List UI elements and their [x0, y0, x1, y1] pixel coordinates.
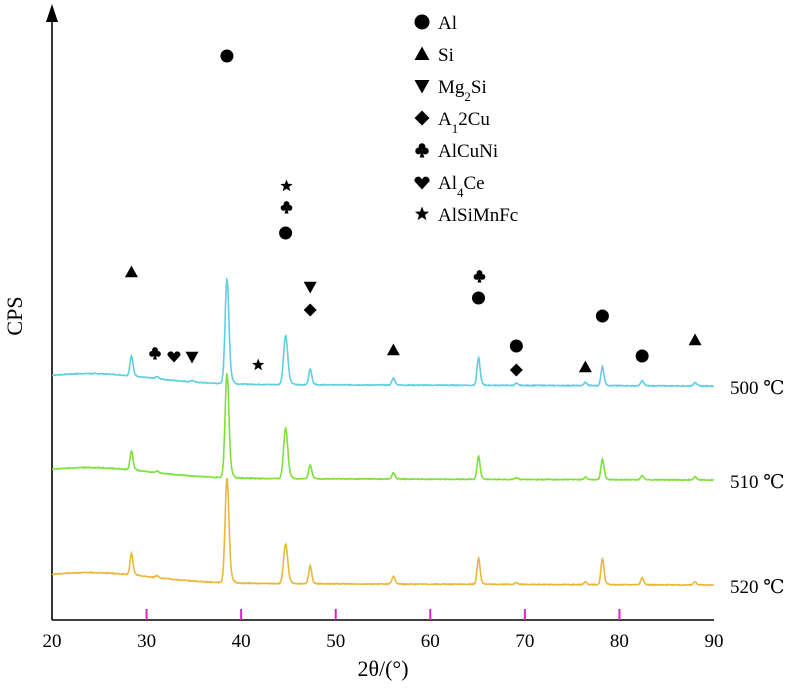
circle-icon — [509, 339, 523, 353]
legend-item: AlSiMnFc — [414, 205, 518, 226]
triangle-down-icon — [185, 351, 199, 364]
heart-icon — [167, 351, 181, 363]
triangle-down-icon — [414, 80, 430, 94]
circle-icon — [414, 14, 430, 30]
triangle-up-icon — [124, 265, 138, 278]
legend-item: Si — [414, 45, 454, 66]
x-tick-label: 20 — [43, 631, 62, 652]
star-icon — [252, 358, 265, 371]
x-tick-label: 30 — [137, 631, 156, 652]
axes: CPS 2θ/(°) — [2, 4, 714, 681]
circle-icon — [635, 349, 649, 363]
club-icon — [473, 270, 486, 283]
legend-item: AlCuNi — [415, 141, 498, 162]
series-label: 520 ℃ — [730, 577, 785, 598]
triangle-down-icon — [303, 281, 317, 294]
series-label: 510 ℃ — [730, 472, 785, 493]
diamond-icon — [303, 303, 317, 317]
legend-label: Al — [438, 13, 457, 34]
diamond-icon — [509, 363, 523, 377]
triangle-up-icon — [414, 46, 430, 60]
legend-label: Mg2Si — [438, 77, 487, 104]
triangle-up-icon — [578, 360, 592, 373]
circle-icon — [279, 226, 293, 240]
legend-label: A12Cu — [438, 109, 490, 136]
star-icon — [280, 179, 293, 192]
x-tick-label: 70 — [515, 631, 534, 652]
series-lines — [51, 277, 715, 587]
series-line-2 — [51, 372, 715, 482]
x-tick-label: 80 — [610, 631, 629, 652]
legend-item: Al — [414, 13, 457, 34]
club-icon — [280, 201, 293, 214]
x-tick-label: 90 — [705, 631, 724, 652]
x-tick-label: 60 — [421, 631, 440, 652]
legend: Al Si Mg2Si A12Cu AlCuNi Al4Ce AlSiMnFc — [414, 13, 518, 226]
triangle-up-icon — [386, 343, 400, 356]
legend-label: Si — [438, 45, 454, 66]
peak-markers — [124, 49, 702, 377]
circle-icon — [472, 291, 486, 305]
series-line-1 — [51, 277, 715, 388]
circle-icon — [595, 309, 609, 323]
club-icon — [149, 347, 161, 360]
legend-label: Al4Ce — [438, 173, 485, 200]
x-ticks: 20 30 40 50 60 70 80 90 — [43, 609, 724, 652]
heart-icon — [414, 176, 430, 190]
circle-icon — [220, 49, 234, 63]
y-axis-label: CPS — [2, 296, 27, 335]
y-axis-arrow-icon — [46, 4, 58, 22]
legend-label: AlCuNi — [438, 141, 498, 162]
legend-item: Mg2Si — [414, 77, 487, 104]
series-labels: 500 ℃ 510 ℃ 520 ℃ — [730, 378, 785, 598]
diamond-icon — [414, 110, 430, 126]
legend-item: A12Cu — [414, 109, 490, 136]
series-line-3 — [51, 477, 715, 587]
star-icon — [414, 206, 430, 221]
legend-item: Al4Ce — [414, 173, 485, 200]
x-axis-label: 2θ/(°) — [357, 656, 408, 681]
club-icon — [415, 143, 429, 158]
x-tick-label: 50 — [326, 631, 345, 652]
legend-label: AlSiMnFc — [438, 205, 518, 226]
triangle-up-icon — [688, 333, 702, 346]
series-label: 500 ℃ — [730, 378, 785, 399]
x-tick-label: 40 — [232, 631, 251, 652]
